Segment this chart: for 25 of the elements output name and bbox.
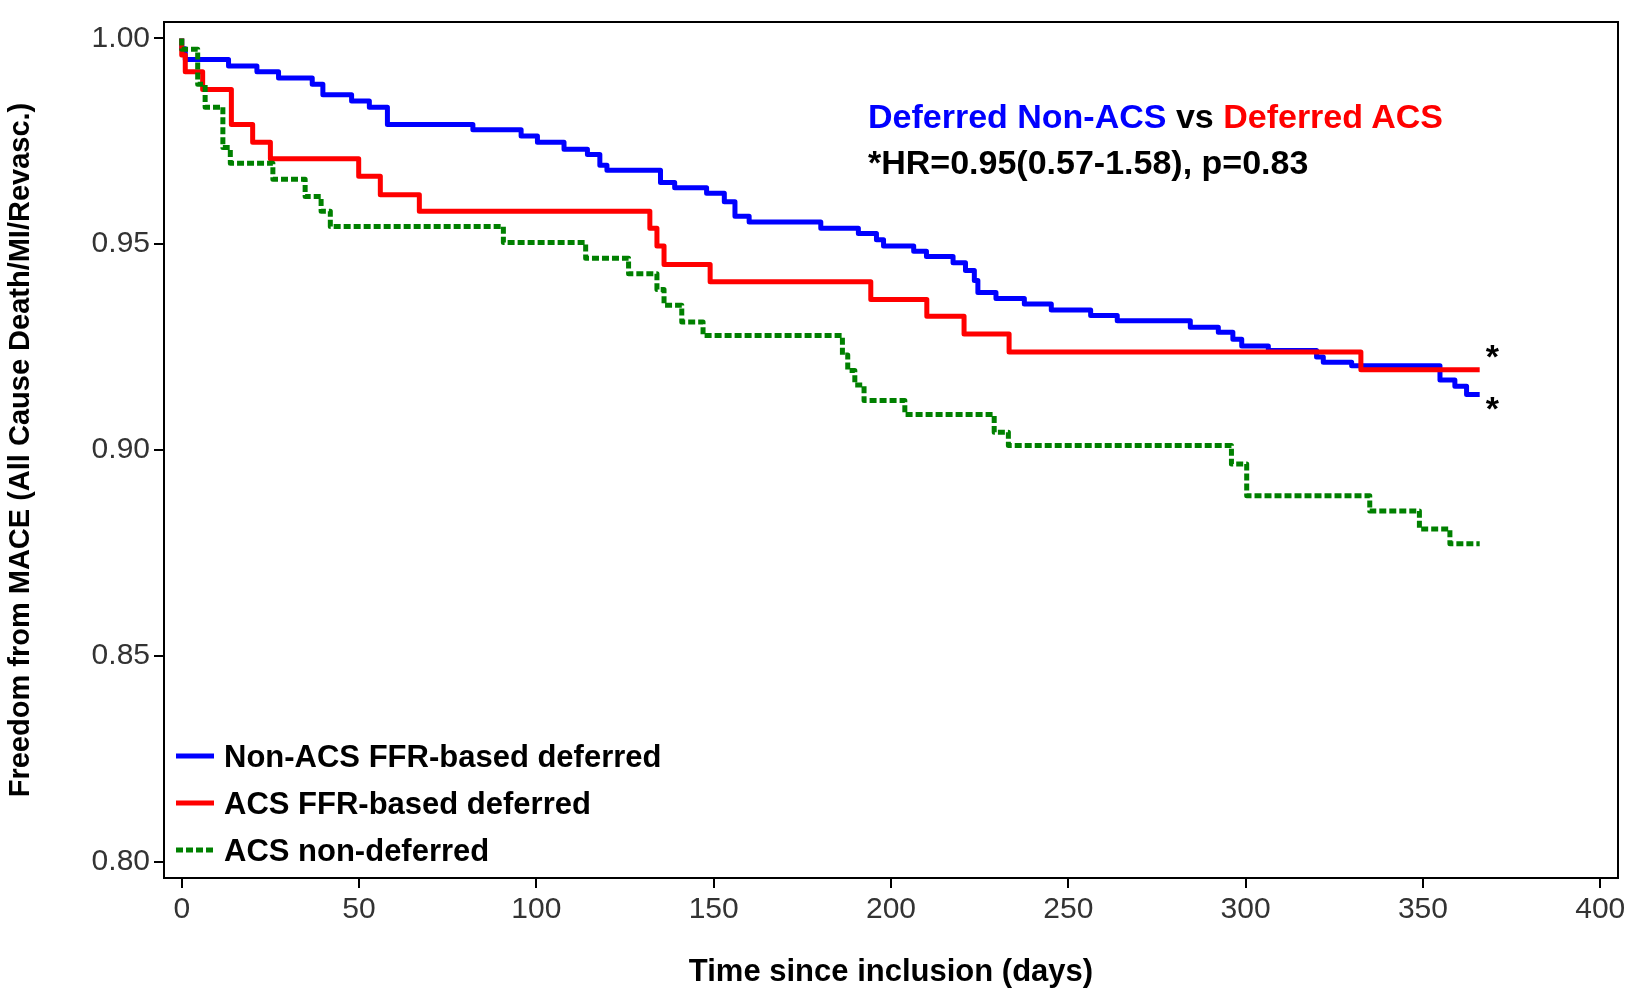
x-tick-label: 100: [511, 891, 562, 925]
annotation: *HR=0.95(0.57-1.58), p=0.83: [868, 143, 1309, 181]
legend-label: ACS non-deferred: [224, 833, 490, 868]
x-tick-label: 150: [688, 891, 739, 925]
x-tick-label: 300: [1220, 891, 1271, 925]
annotation: Deferred Non-ACS: [868, 97, 1167, 135]
annotation: vs: [1175, 97, 1214, 135]
y-tick-label: 0.90: [91, 431, 150, 465]
x-tick-label: 250: [1043, 891, 1094, 925]
x-tick-label: 0: [173, 891, 191, 925]
legend-label: ACS FFR-based deferred: [224, 786, 591, 821]
x-axis-title: Time since inclusion (days): [688, 952, 1094, 988]
legend-label: Non-ACS FFR-based deferred: [224, 739, 662, 774]
x-tick-label: 400: [1575, 891, 1626, 925]
annotation: *: [1485, 389, 1500, 428]
y-tick-label: 1.00: [91, 19, 150, 53]
y-tick-label: 0.80: [91, 842, 150, 876]
y-tick-label: 0.95: [91, 225, 150, 259]
annotation: Deferred ACS: [1223, 97, 1443, 135]
x-tick-label: 50: [342, 891, 376, 925]
x-tick-label: 350: [1397, 891, 1448, 925]
x-tick-label: 200: [865, 891, 917, 925]
y-axis-title: Freedom from MACE (All Cause Death/MI/Revasc.): [3, 102, 36, 798]
annotation: *: [1485, 336, 1500, 375]
y-tick-label: 0.85: [91, 637, 150, 671]
